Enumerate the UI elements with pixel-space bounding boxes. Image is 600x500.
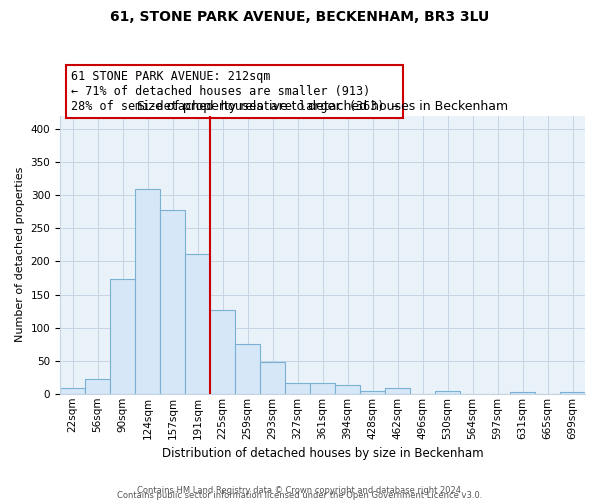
Text: Contains public sector information licensed under the Open Government Licence v3: Contains public sector information licen… [118, 490, 482, 500]
Bar [360, 391, 385, 394]
Bar [435, 391, 460, 394]
Bar [185, 254, 210, 394]
Bar [285, 383, 310, 394]
Bar [235, 344, 260, 394]
Bar [260, 362, 285, 394]
Y-axis label: Number of detached properties: Number of detached properties [15, 167, 25, 342]
Bar [160, 210, 185, 394]
Text: 61, STONE PARK AVENUE, BECKENHAM, BR3 3LU: 61, STONE PARK AVENUE, BECKENHAM, BR3 3L… [110, 10, 490, 24]
Title: Size of property relative to detached houses in Beckenham: Size of property relative to detached ho… [137, 100, 508, 114]
Text: Contains HM Land Registry data © Crown copyright and database right 2024.: Contains HM Land Registry data © Crown c… [137, 486, 463, 495]
Bar [110, 280, 135, 394]
Bar [335, 384, 360, 394]
Bar [85, 379, 110, 394]
Bar [135, 188, 160, 394]
Text: 61 STONE PARK AVENUE: 212sqm
← 71% of detached houses are smaller (913)
28% of s: 61 STONE PARK AVENUE: 212sqm ← 71% of de… [71, 70, 398, 113]
X-axis label: Distribution of detached houses by size in Beckenham: Distribution of detached houses by size … [162, 447, 484, 460]
Bar [310, 383, 335, 394]
Bar [510, 392, 535, 394]
Bar [560, 392, 585, 394]
Bar [210, 310, 235, 394]
Bar [385, 388, 410, 394]
Bar [60, 388, 85, 394]
